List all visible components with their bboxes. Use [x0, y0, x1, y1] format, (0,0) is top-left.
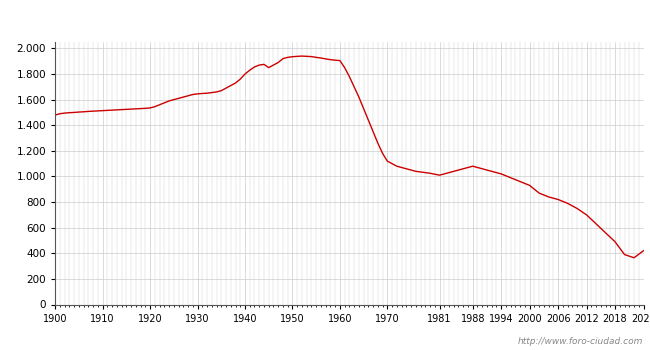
Text: http://www.foro-ciudad.com: http://www.foro-ciudad.com: [518, 337, 644, 346]
Text: Quintana y Congosto (Municipio) - Evolucion del numero de Habitantes: Quintana y Congosto (Municipio) - Evoluc…: [88, 14, 562, 27]
